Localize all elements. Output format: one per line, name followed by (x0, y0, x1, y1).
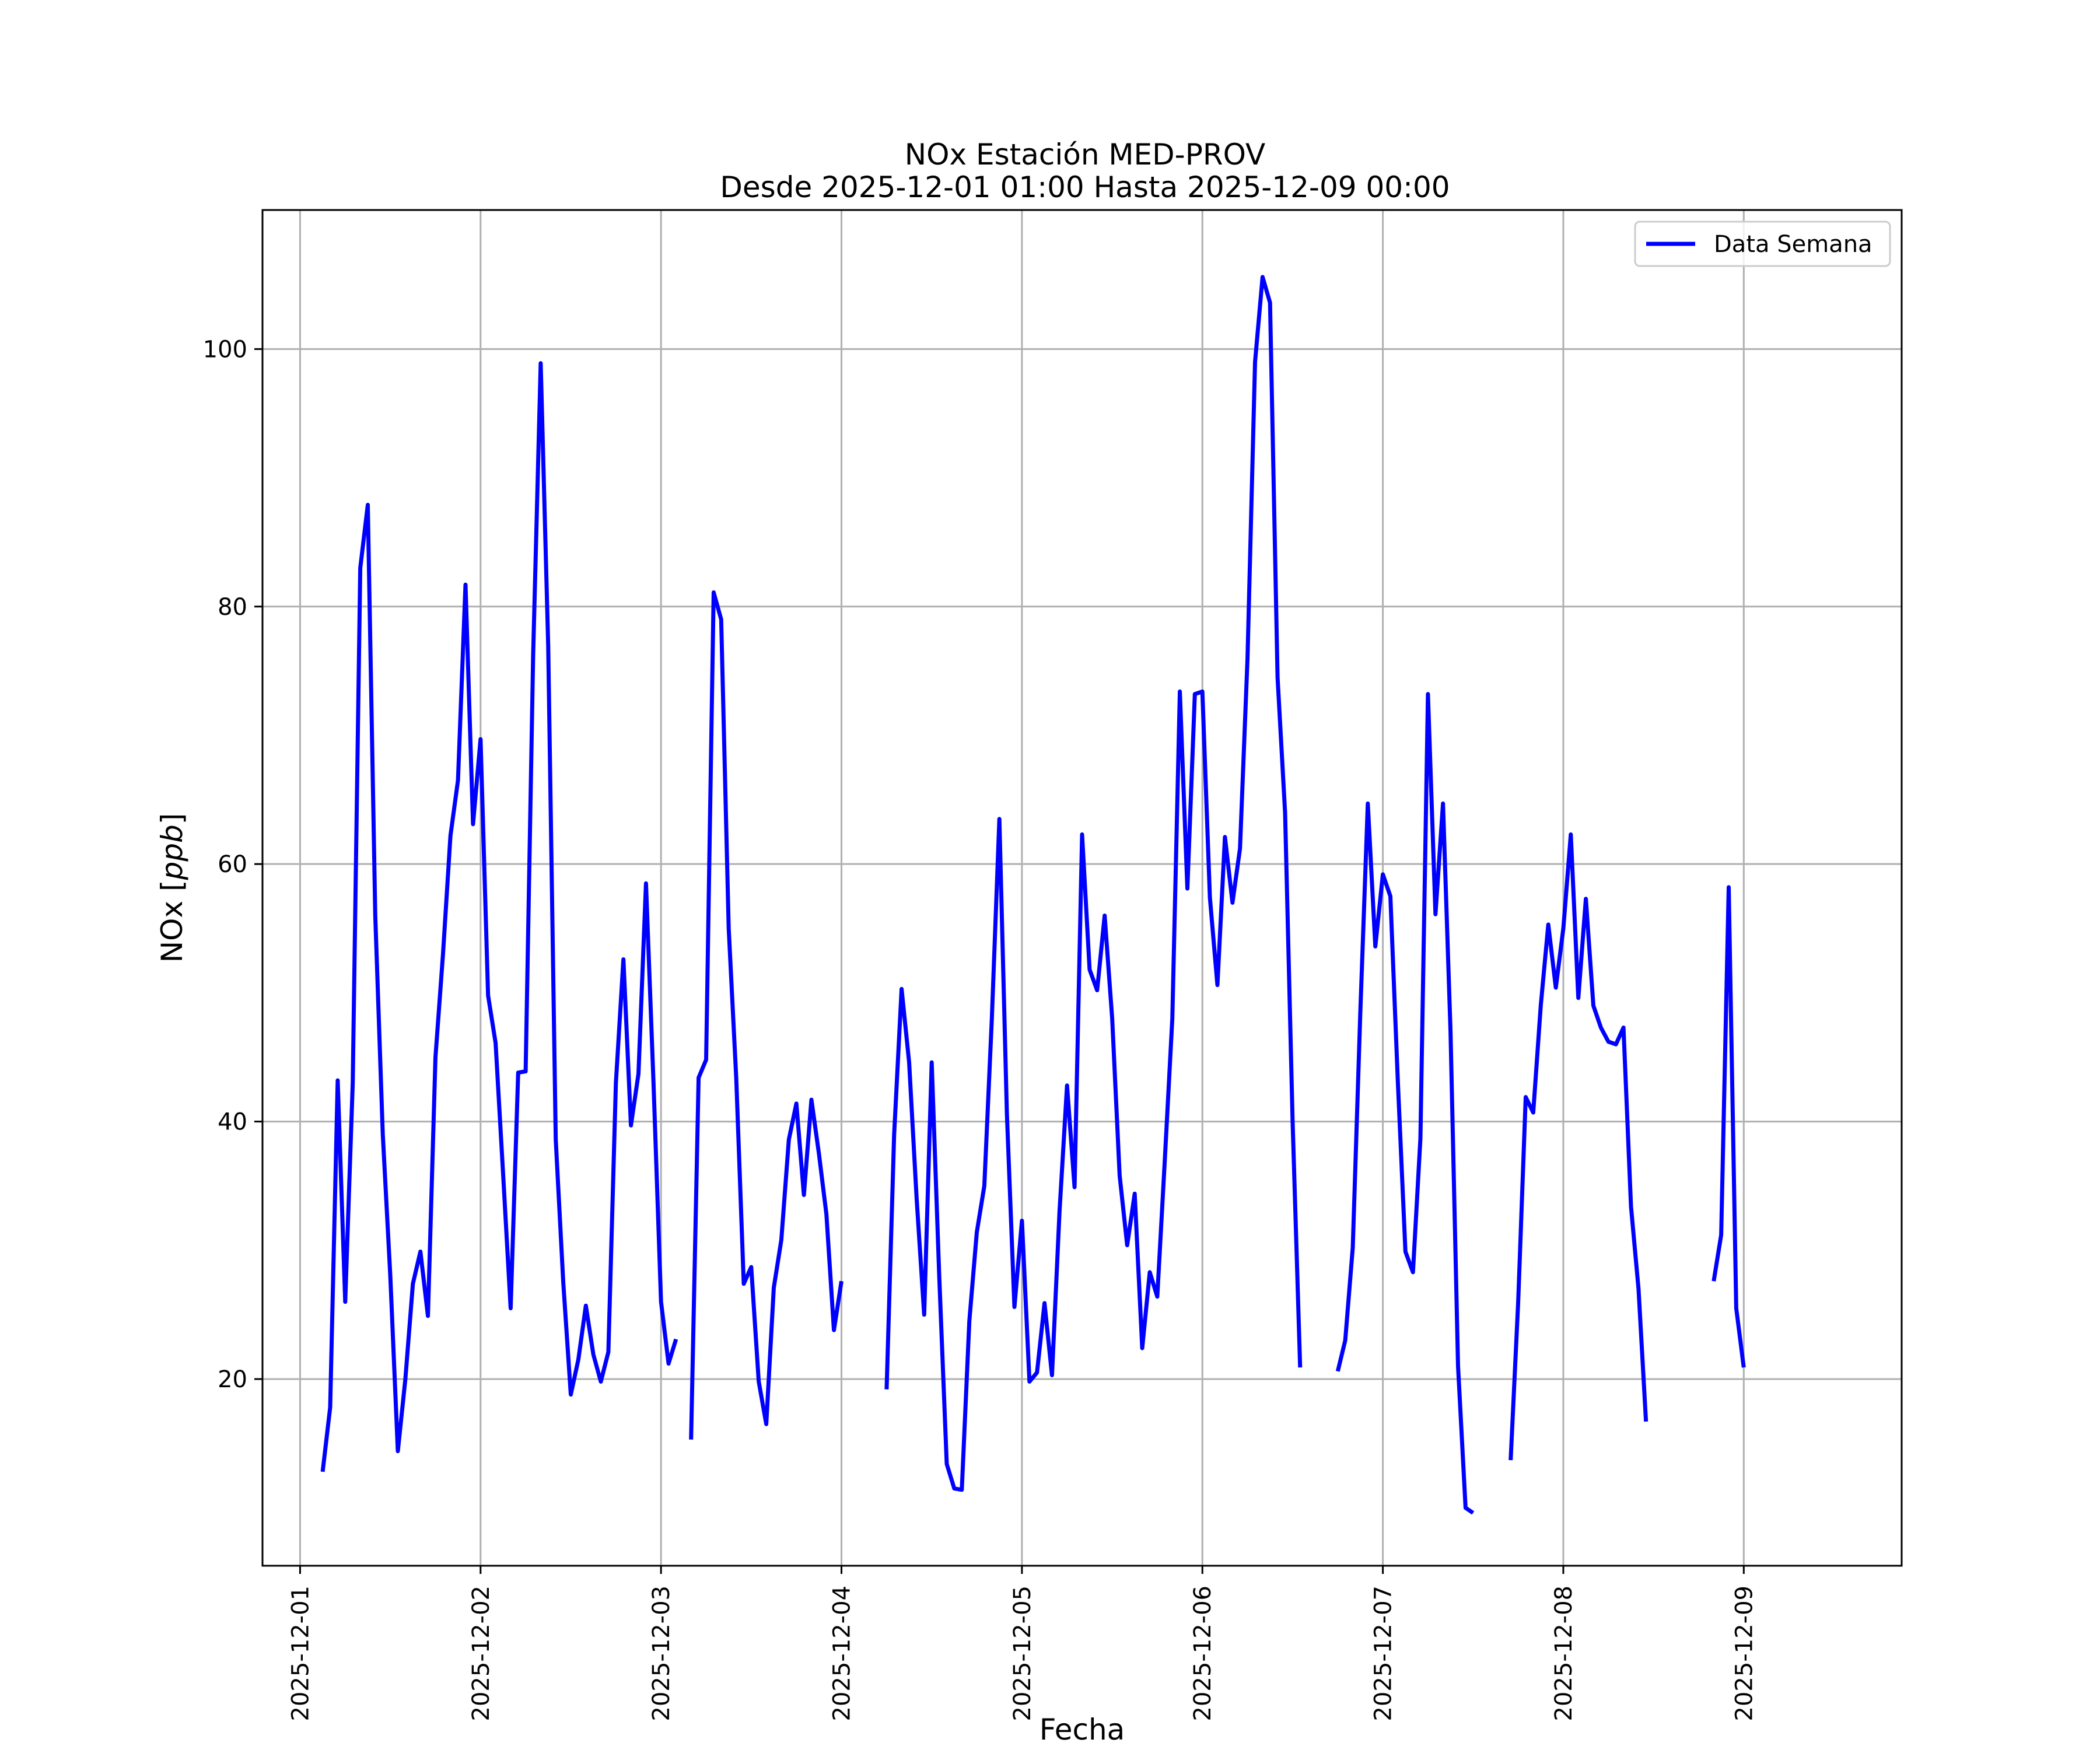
y-tick-label: 40 (218, 1109, 247, 1136)
chart-subtitle: Desde 2025-12-01 01:00 Hasta 2025-12-09 … (720, 170, 1450, 204)
x-tick-label: 2025-12-04 (829, 1586, 856, 1721)
series-line-segment (1712, 885, 1746, 1368)
x-axis-label: Fecha (1040, 1713, 1125, 1747)
y-tick-label: 100 (203, 336, 247, 363)
x-tick-label: 2025-12-01 (287, 1586, 314, 1721)
y-axis-ticks: 20 40 60 80 100 (203, 336, 262, 1393)
series-layer (320, 275, 1746, 1515)
chart-title: NOx Estación MED-PROV (905, 138, 1266, 172)
y-tick-label: 80 (218, 594, 247, 621)
x-tick-label: 2025-12-03 (648, 1586, 675, 1721)
x-axis-ticks: 2025-12-01 2025-12-02 2025-12-03 2025-12-04… (287, 1566, 1758, 1721)
series-line-segment (320, 361, 678, 1472)
plot-frame (261, 209, 1903, 1567)
x-tick-label: 2025-12-02 (468, 1586, 495, 1721)
legend: Data Semana (1634, 221, 1891, 267)
legend-label: Data Semana (1714, 231, 1873, 258)
legend-box (1634, 221, 1891, 267)
x-tick-label: 2025-12-08 (1550, 1586, 1577, 1721)
series-line-segment (1508, 832, 1648, 1461)
y-axis-label-unit: ppb (155, 824, 189, 880)
x-tick-label: 2025-12-09 (1731, 1586, 1758, 1721)
x-tick-label: 2025-12-06 (1189, 1586, 1216, 1721)
y-axis-label-text: NOx [ (155, 880, 189, 963)
y-tick-label: 60 (218, 851, 247, 878)
series-line-segment (1335, 692, 1475, 1515)
y-axis-label: NOx [ppb] (155, 813, 189, 963)
x-tick-label: 2025-12-05 (1009, 1586, 1036, 1721)
y-tick-label: 20 (218, 1366, 247, 1393)
x-tick-label: 2025-12-07 (1370, 1586, 1397, 1721)
series-line-segment (884, 275, 1303, 1492)
y-axis-label-close: ] (155, 813, 189, 825)
series-line-segment (689, 590, 844, 1440)
